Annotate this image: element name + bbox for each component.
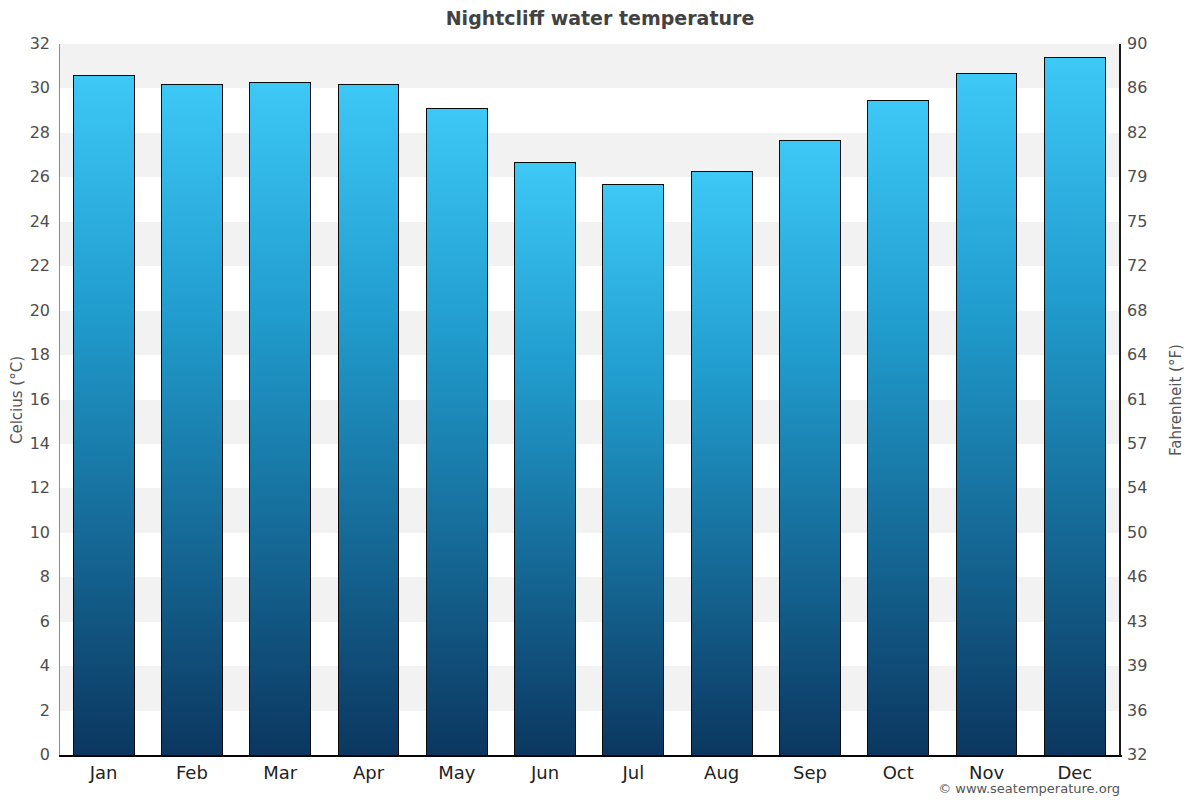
plot-area: [60, 44, 1120, 755]
y-tick-fahrenheit: 57: [1127, 434, 1187, 454]
bar-feb[interactable]: [161, 84, 223, 755]
bar-nov[interactable]: [956, 73, 1018, 755]
y-tick-fahrenheit: 46: [1127, 567, 1187, 587]
bar-dec[interactable]: [1044, 57, 1106, 755]
bar-mar[interactable]: [249, 82, 311, 755]
y-tick-celsius: 28: [2, 123, 50, 143]
y-tick-celsius: 24: [2, 212, 50, 232]
y-tick-celsius: 26: [2, 167, 50, 187]
y-tick-celsius: 2: [2, 701, 50, 721]
y-tick-fahrenheit: 32: [1127, 745, 1187, 765]
bar-oct[interactable]: [867, 100, 929, 755]
x-tick-apr: Apr: [325, 762, 413, 783]
bar-aug[interactable]: [691, 171, 753, 755]
chart-title: Nightcliff water temperature: [0, 7, 1200, 29]
y-tick-celsius: 20: [2, 301, 50, 321]
y-tick-fahrenheit: 86: [1127, 78, 1187, 98]
y-tick-celsius: 32: [2, 34, 50, 54]
x-tick-jun: Jun: [501, 762, 589, 783]
y-tick-celsius: 18: [2, 345, 50, 365]
y-tick-celsius: 14: [2, 434, 50, 454]
x-tick-aug: Aug: [678, 762, 766, 783]
y-axis-line-celsius: [59, 44, 60, 755]
y-tick-celsius: 12: [2, 478, 50, 498]
y-tick-celsius: 4: [2, 656, 50, 676]
x-tick-sep: Sep: [766, 762, 854, 783]
x-tick-nov: Nov: [943, 762, 1031, 783]
y-tick-fahrenheit: 50: [1127, 523, 1187, 543]
bar-jun[interactable]: [514, 162, 576, 755]
x-tick-mar: Mar: [236, 762, 324, 783]
y-tick-fahrenheit: 39: [1127, 656, 1187, 676]
x-tick-jan: Jan: [60, 762, 148, 783]
y-tick-fahrenheit: 64: [1127, 345, 1187, 365]
y-tick-fahrenheit: 82: [1127, 123, 1187, 143]
y-tick-celsius: 0: [2, 745, 50, 765]
x-tick-oct: Oct: [854, 762, 942, 783]
x-tick-may: May: [413, 762, 501, 783]
y-tick-fahrenheit: 68: [1127, 301, 1187, 321]
x-tick-dec: Dec: [1031, 762, 1119, 783]
y-tick-celsius: 30: [2, 78, 50, 98]
y-tick-fahrenheit: 61: [1127, 390, 1187, 410]
y-tick-fahrenheit: 90: [1127, 34, 1187, 54]
y-tick-celsius: 10: [2, 523, 50, 543]
bar-jul[interactable]: [602, 184, 664, 755]
y-tick-fahrenheit: 79: [1127, 167, 1187, 187]
y-tick-fahrenheit: 75: [1127, 212, 1187, 232]
bar-may[interactable]: [426, 108, 488, 755]
chart-container: Nightcliff water temperature Celcius (°C…: [0, 0, 1200, 800]
x-tick-jul: Jul: [589, 762, 677, 783]
y-tick-celsius: 6: [2, 612, 50, 632]
y-tick-fahrenheit: 54: [1127, 478, 1187, 498]
y-tick-fahrenheit: 43: [1127, 612, 1187, 632]
y-tick-celsius: 16: [2, 390, 50, 410]
bar-jan[interactable]: [73, 75, 135, 755]
y-axis-line-fahrenheit: [1119, 44, 1121, 755]
y-tick-fahrenheit: 72: [1127, 256, 1187, 276]
y-tick-fahrenheit: 36: [1127, 701, 1187, 721]
x-tick-feb: Feb: [148, 762, 236, 783]
x-axis-line: [59, 755, 1122, 758]
copyright-link[interactable]: © www.seatemperature.org: [0, 781, 1120, 796]
bar-apr[interactable]: [338, 84, 400, 755]
bar-sep[interactable]: [779, 140, 841, 755]
y-tick-celsius: 8: [2, 567, 50, 587]
y-tick-celsius: 22: [2, 256, 50, 276]
